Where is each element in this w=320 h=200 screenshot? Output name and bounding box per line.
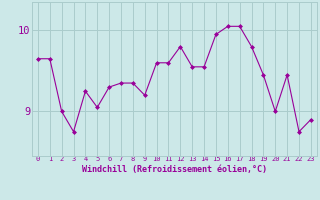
X-axis label: Windchill (Refroidissement éolien,°C): Windchill (Refroidissement éolien,°C) [82,165,267,174]
